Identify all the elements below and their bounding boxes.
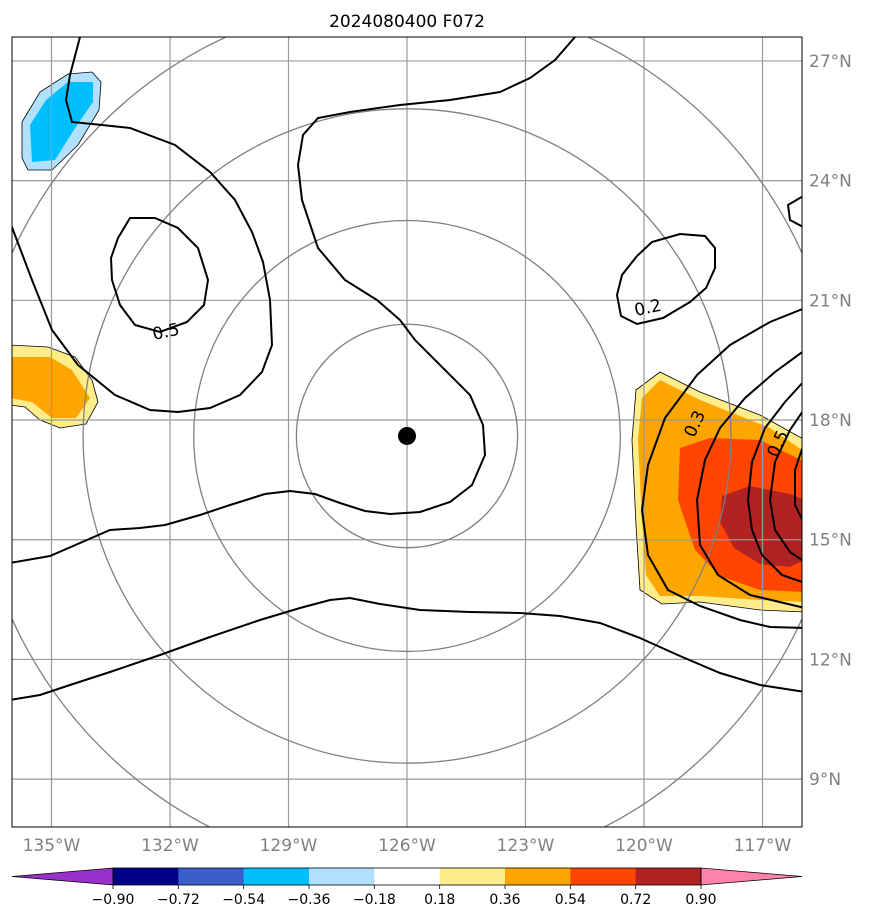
x-tick-label: 120°W [615,836,673,856]
contour-line [615,232,716,326]
contour-line [109,217,210,334]
colorbar-segment [635,868,702,885]
contour-line [640,308,802,629]
x-tick-label: 129°W [260,836,318,856]
y-tick-label: 21°N [809,291,852,311]
contours [12,37,802,701]
colorbar-tick-label: −0.90 [92,892,135,908]
contour-line [768,410,802,562]
colorbar-tick-label: 0.90 [685,892,716,908]
colorbar-tick-label: −0.72 [157,892,200,908]
y-tick-label: 18°N [809,411,852,431]
colorbar-frame [112,867,702,886]
colorbar-extend-high [700,867,803,886]
x-tick-label: 132°W [141,836,199,856]
shaded-field [12,71,802,613]
contour-line [786,195,802,228]
range-ring [193,219,621,653]
contour-label: 0.2 [633,296,664,321]
contour-line [12,37,576,564]
contour-line [695,350,802,609]
colorbar-segment [243,868,310,885]
y-axis-ticks: 27°N 24°N 21°N 18°N 15°N 12°N 9°N [809,52,852,790]
colorbar-segment [178,868,245,885]
colorbar-tick-label: −0.54 [222,892,265,908]
range-rings [12,37,802,827]
map-frame [11,36,803,828]
colorbar-tick-label: 0.72 [620,892,651,908]
contour-line [12,596,802,701]
x-axis-ticks: 135°W 132°W 129°W 126°W 123°W 120°W 117°W [23,836,792,856]
colorbar-tick-label: 0.54 [555,892,586,908]
colorbar-tick-label: −0.18 [353,892,396,908]
negative-patch-inner [30,82,93,162]
y-tick-label: 9°N [809,770,841,790]
colorbar-segment [570,868,637,885]
contour-line [794,445,802,522]
colorbar-tick-label: −0.36 [288,892,331,908]
colorbar-tick-label: 0.36 [489,892,520,908]
contour-label: 0.5 [151,320,182,345]
colorbar [11,867,803,886]
colorbar-segment [439,868,506,885]
colorbar-segment [505,868,571,885]
y-tick-label: 15°N [809,531,852,551]
x-tick-label: 123°W [497,836,555,856]
colorbar-segment [113,868,179,885]
colorbar-segment [374,868,441,885]
east-positive-090 [720,486,802,567]
contour-line [746,381,802,584]
chart-title: 2024080400 F072 [329,12,485,32]
x-tick-label: 135°W [23,836,81,856]
y-tick-label: 24°N [809,172,852,192]
map-area: 0.50.20.30.5 [12,37,802,827]
y-tick-label: 12°N [809,650,852,670]
range-ring [295,323,519,549]
y-tick-label: 27°N [809,52,852,72]
contour-line [12,37,274,414]
storm-center-marker [398,426,416,445]
contour-labels: 0.50.20.30.5 [151,296,793,461]
colorbar-ticks: −0.90 −0.72 −0.54 −0.36 −0.18 0.18 0.36 0.54 0.7… [92,885,717,908]
x-tick-label: 126°W [378,836,436,856]
x-tick-label: 117°W [734,836,792,856]
colorbar-extend-low [11,867,114,886]
colorbar-tick-label: 0.18 [424,892,455,908]
colorbar-segment [309,868,375,885]
range-ring [82,108,732,764]
